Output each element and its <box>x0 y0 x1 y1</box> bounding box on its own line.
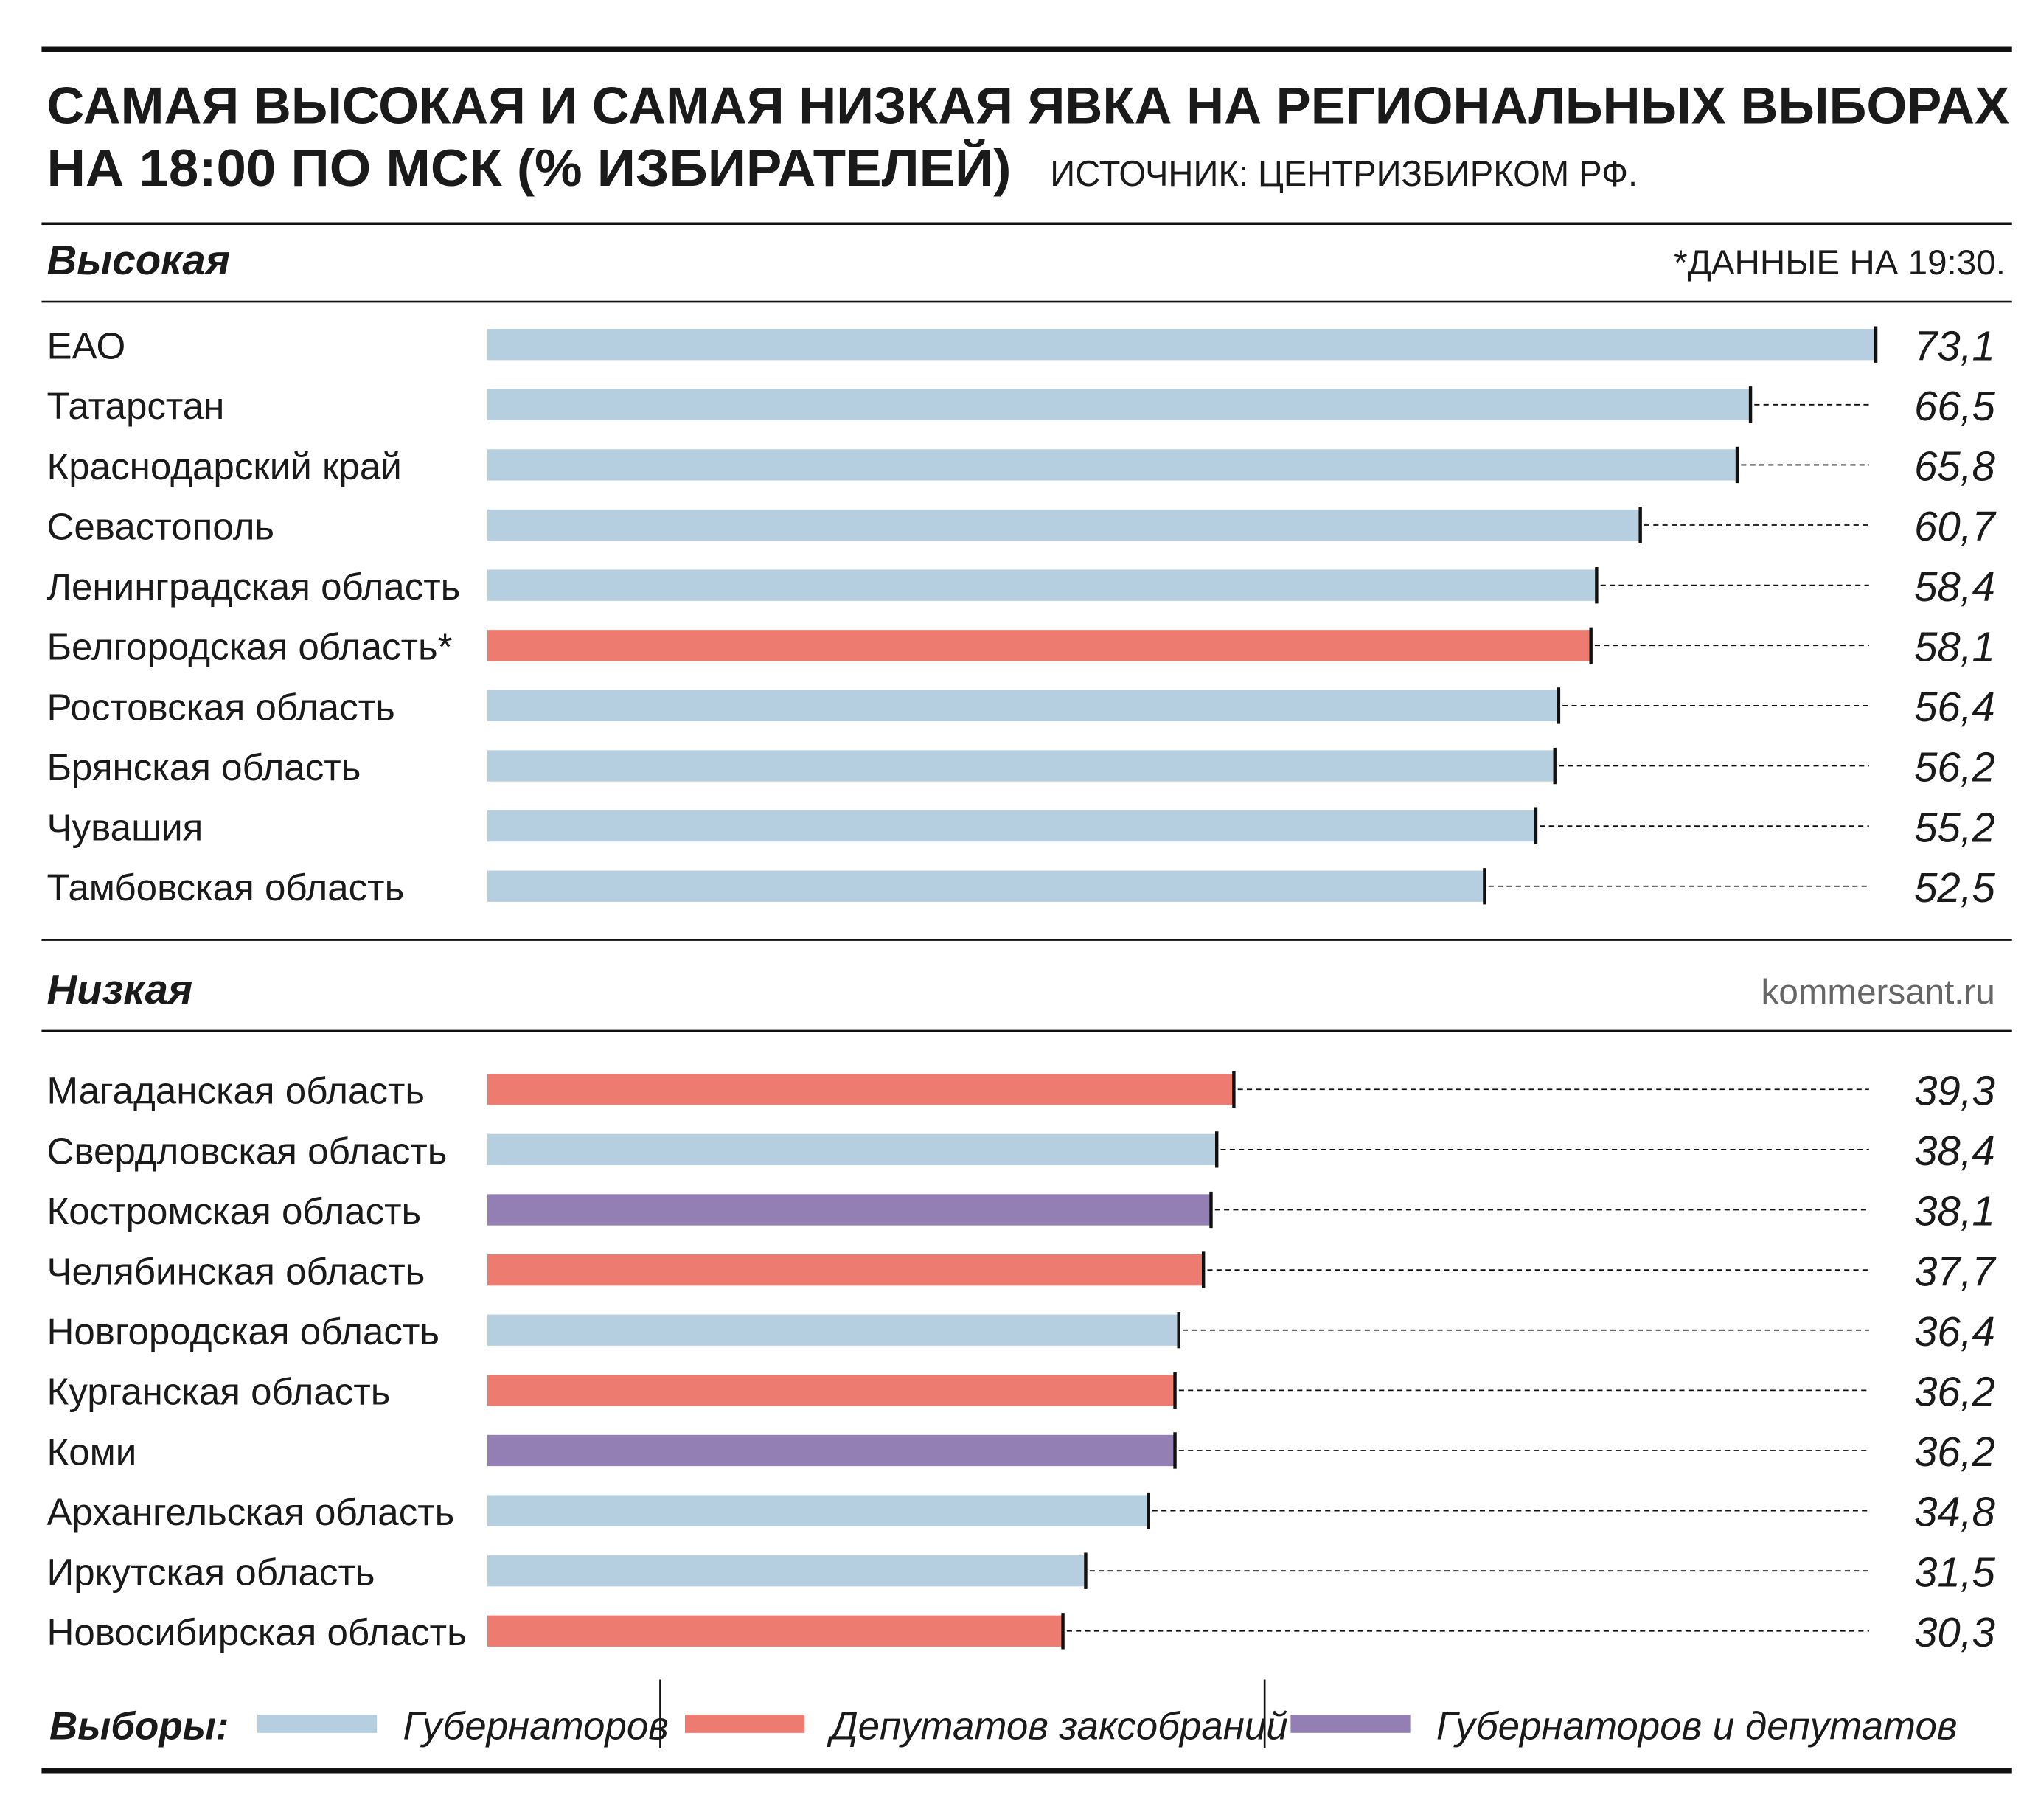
value-label: 34,8 <box>1914 1489 1995 1535</box>
value-label: 52,5 <box>1914 864 1995 911</box>
value-label: 37,7 <box>1914 1248 1997 1294</box>
legend-label: Депутатов заксобраний <box>827 1705 1287 1748</box>
value-label: 39,3 <box>1914 1067 1995 1114</box>
category-label: Ростовская область <box>46 686 394 728</box>
legend-swatch <box>1290 1715 1411 1733</box>
bar <box>487 1254 1204 1286</box>
category-label: Свердловская область <box>46 1130 447 1172</box>
value-label: 31,5 <box>1914 1549 1995 1595</box>
bar <box>487 1434 1175 1467</box>
category-label: Чувашия <box>46 807 203 849</box>
title: НА 18:00 ПО МСК (% ИЗБИРАТЕЛЕЙ) <box>46 139 1011 197</box>
category-label: Коми <box>46 1431 136 1473</box>
value-label: 60,7 <box>1914 503 1997 549</box>
value-label: 36,2 <box>1914 1368 1995 1414</box>
category-label: Новосибирская область <box>46 1611 466 1653</box>
bar <box>487 630 1591 661</box>
value-label: 58,1 <box>1914 623 1995 670</box>
legend-label: Губернаторов и депутатов <box>1436 1705 1958 1748</box>
bar <box>487 810 1536 842</box>
value-label: 65,8 <box>1914 443 1995 490</box>
category-label: Белгородская область* <box>46 626 452 668</box>
category-label: Новгородская область <box>46 1310 439 1352</box>
value-label: 38,1 <box>1914 1188 1995 1234</box>
value-label: 38,4 <box>1914 1128 1995 1174</box>
legend-title: Выборы: <box>49 1705 229 1748</box>
category-label: Курганская область <box>46 1371 390 1413</box>
bar <box>487 690 1559 722</box>
panel-title: Низкая <box>46 966 192 1013</box>
bar <box>487 1495 1149 1526</box>
category-label: Иркутская область <box>46 1552 375 1594</box>
legend-label: Губернаторов <box>403 1705 668 1748</box>
bar <box>487 509 1641 541</box>
value-label: 66,5 <box>1914 383 1995 429</box>
bar <box>487 569 1597 601</box>
category-label: Севастополь <box>46 505 274 547</box>
bar <box>487 1615 1063 1647</box>
note: *ДАННЫЕ НА 19:30. <box>1674 243 2006 282</box>
legend-swatch <box>257 1715 378 1733</box>
source: ИСТОЧНИК: ЦЕНТРИЗБИРКОМ РФ. <box>1050 153 1638 194</box>
value-label: 73,1 <box>1914 322 1995 369</box>
legend-swatch <box>684 1715 805 1733</box>
value-label: 36,2 <box>1914 1428 1995 1475</box>
value-label: 36,4 <box>1914 1308 1995 1355</box>
category-label: Ленинградская область <box>46 566 460 608</box>
category-label: Архангельская область <box>46 1491 454 1533</box>
category-label: Магаданская область <box>46 1070 425 1112</box>
bar <box>487 1074 1234 1105</box>
value-label: 58,4 <box>1914 563 1995 610</box>
value-label: 56,4 <box>1914 684 1995 730</box>
category-label: Брянская область <box>46 746 361 788</box>
credit: kommersant.ru <box>1761 973 1995 1012</box>
panel-title: Высокая <box>46 237 230 283</box>
category-label: Краснодарский край <box>46 445 401 487</box>
value-label: 55,2 <box>1914 804 1995 850</box>
bar <box>487 1555 1086 1587</box>
category-label: Костромская область <box>46 1190 421 1232</box>
category-label: ЕАО <box>46 325 125 367</box>
category-label: Татарстан <box>46 385 224 427</box>
bar <box>487 389 1751 420</box>
value-label: 56,2 <box>1914 744 1995 791</box>
bar <box>487 1133 1217 1166</box>
value-label: 30,3 <box>1914 1609 1995 1656</box>
bar <box>487 1194 1211 1226</box>
category-label: Челябинская область <box>46 1250 425 1292</box>
bar <box>487 750 1555 782</box>
bar <box>487 1375 1175 1406</box>
bar <box>487 449 1738 481</box>
bar <box>487 329 1877 361</box>
category-label: Тамбовская область <box>46 866 404 909</box>
title: САМАЯ ВЫСОКАЯ И САМАЯ НИЗКАЯ ЯВКА НА РЕГ… <box>46 77 2009 135</box>
bar <box>487 870 1485 902</box>
bar <box>487 1314 1179 1346</box>
